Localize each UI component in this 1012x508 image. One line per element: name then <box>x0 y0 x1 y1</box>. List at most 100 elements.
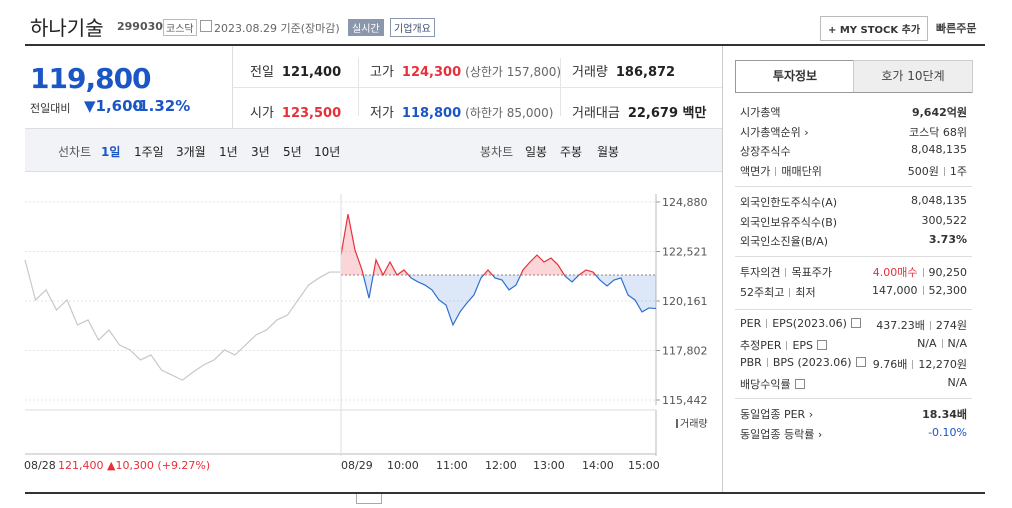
current-price: 119,800 <box>30 62 152 95</box>
separator <box>775 166 777 176</box>
summary-label: 거래량 <box>572 65 608 80</box>
candle-tab[interactable]: 일봉 <box>525 145 548 159</box>
section-divider <box>735 309 972 310</box>
x-tick-label: 10:00 <box>387 459 419 472</box>
period-tab[interactable]: 1일 <box>101 145 121 159</box>
value-part: N/A <box>947 336 967 350</box>
line <box>24 259 340 381</box>
y-tick-label: 120,161 <box>662 295 708 308</box>
mystock-button[interactable]: + MY STOCK 추가 <box>820 16 929 41</box>
info-row: 액면가 매매단위 500원 1주 <box>740 161 967 179</box>
value-part: N/A <box>917 336 937 350</box>
x-tick-label: 11:00 <box>436 459 468 472</box>
period-tab[interactable]: 5년 <box>283 145 302 159</box>
candle-tab[interactable]: 주봉 <box>560 145 583 159</box>
info-value: 3.73% <box>929 233 967 246</box>
separator <box>785 268 787 277</box>
section-divider <box>735 186 972 187</box>
period-tab[interactable]: 3개월 <box>176 145 206 159</box>
separator <box>766 319 768 328</box>
info-row: 동일업종 등락률 › -0.10% <box>740 424 967 442</box>
value-part: 90,250 <box>928 266 968 279</box>
divider <box>232 87 722 88</box>
side-tab[interactable]: 호가 10단계 <box>853 60 973 93</box>
legend-swatch <box>676 419 678 428</box>
x-tick-label: 14:00 <box>582 459 614 472</box>
info-value: N/A N/A <box>917 337 967 350</box>
overview-dropdown[interactable]: 기업개요 <box>390 18 435 37</box>
value-part: N/A <box>947 375 967 389</box>
summary-value: 186,872 <box>615 65 676 80</box>
collapse-button[interactable] <box>356 494 382 504</box>
tab-label: 봉차트 <box>480 145 514 159</box>
separator <box>922 268 924 277</box>
info-value: N/A <box>948 376 967 389</box>
separator <box>766 358 768 367</box>
info-label: 동일업종 등락률 › <box>740 426 822 442</box>
candle-tab[interactable]: 월봉 <box>597 145 620 159</box>
info-value: 437.23배 274원 <box>876 317 967 333</box>
info-label: 추정PER EPS <box>740 337 828 353</box>
help-icon[interactable] <box>855 357 866 367</box>
label-part: 시가총액 <box>740 106 781 119</box>
value-part: 8,048,135 <box>911 194 967 207</box>
period-tab[interactable]: 10년 <box>314 145 341 159</box>
info-label: PBR BPS (2023.06) <box>740 356 866 369</box>
info-row: 동일업종 PER › 18.34배 <box>740 404 967 422</box>
info-value: 8,048,135 <box>911 194 967 207</box>
info-value: 500원 1주 <box>908 163 967 179</box>
separator <box>912 360 914 369</box>
info-row: 52주최고 최저 147,000 52,300 <box>740 282 967 300</box>
label-part: 추정PER <box>740 338 782 352</box>
value-part: 12,270원 <box>918 358 967 371</box>
separator <box>922 285 924 295</box>
help-icon[interactable] <box>817 339 828 350</box>
help-icon[interactable] <box>794 378 805 389</box>
value-part: 3.73% <box>928 233 967 246</box>
label-part: 외국인보유주식수(B) <box>740 215 838 229</box>
value-part: 9,642억원 <box>911 106 967 119</box>
summary-label: 시가 <box>250 106 274 121</box>
y-tick-label: 124,880 <box>662 196 708 209</box>
info-row: 외국인보유주식수(B) 300,522 <box>740 212 967 230</box>
info-value: -0.10% <box>928 426 967 439</box>
period-tab[interactable]: 3년 <box>251 145 270 159</box>
info-label: 시가총액 <box>740 104 780 120</box>
volume-label: 거래량 <box>680 418 708 430</box>
change-label: 전일대비 <box>30 102 71 115</box>
side-tab[interactable]: 투자정보 <box>735 60 855 92</box>
label-part: PBR <box>740 356 762 369</box>
summary-note: (하한가 85,000) <box>465 106 554 120</box>
label-part: PER <box>740 317 762 330</box>
value-part: 300,522 <box>921 213 968 227</box>
info-label: 외국인보유주식수(B) <box>740 214 837 230</box>
info-row: 외국인한도주식수(A) 8,048,135 <box>740 192 967 210</box>
info-label: 상장주식수 <box>740 143 791 159</box>
x-tick-label: 15:00 <box>628 459 660 472</box>
period-tab[interactable]: 1년 <box>219 145 238 159</box>
label-part: 최저 <box>795 285 816 299</box>
info-label: 동일업종 PER › <box>740 406 813 422</box>
info-label: 외국인한도주식수(A) <box>740 194 837 210</box>
info-label: 투자의견 목표주가 <box>740 264 832 280</box>
label-part: 액면가 <box>740 164 771 178</box>
info-label: PER EPS(2023.06) <box>740 317 861 330</box>
value-part: 147,000 <box>872 283 918 297</box>
separator <box>786 340 788 350</box>
quick-order[interactable]: 빠른주문 <box>936 22 977 35</box>
realtime-button[interactable]: 실시간 <box>348 19 384 36</box>
label-part: EPS <box>792 338 814 352</box>
label-part: 투자의견 <box>740 266 781 279</box>
summary-value: 124,300 <box>401 65 462 80</box>
period-tab-bar <box>25 128 722 172</box>
date: 2023.08.29 기준(장마감) <box>214 22 340 35</box>
y-tick-label: 115,442 <box>662 394 708 407</box>
label-part: 배당수익률 <box>740 377 791 391</box>
help-icon[interactable] <box>850 318 861 328</box>
separator <box>789 287 791 297</box>
period-tab[interactable]: 1주일 <box>134 145 164 159</box>
info-value: 코스닥 68위 <box>909 124 967 140</box>
info-value: 4.00매수 90,250 <box>873 264 967 280</box>
label-part: 동일업종 등락률 › <box>740 427 823 441</box>
